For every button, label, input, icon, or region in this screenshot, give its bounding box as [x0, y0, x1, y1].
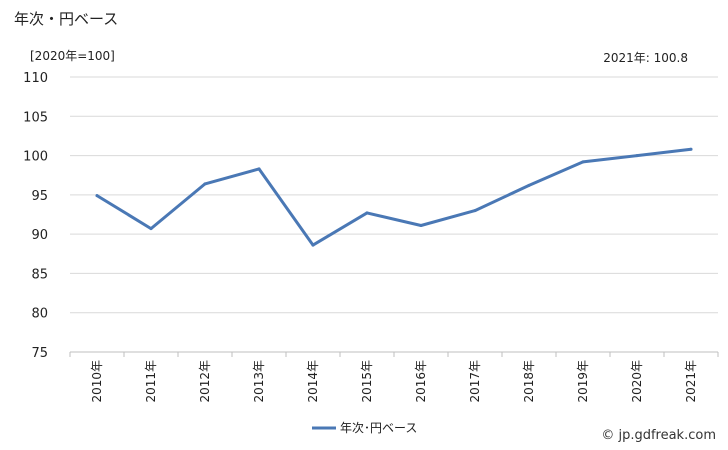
x-tick-label: 2013年 [252, 360, 266, 403]
x-tick-label: 2020年 [630, 360, 644, 403]
x-tick-label: 2019年 [576, 360, 590, 403]
legend-label: 年次･円ベース [340, 421, 417, 435]
y-tick-label: 75 [31, 346, 48, 361]
series-group [95, 147, 693, 247]
data-point [311, 243, 315, 247]
data-point [419, 224, 423, 227]
x-tick-label: 2016年 [414, 360, 428, 403]
x-tick-label: 2018年 [522, 360, 536, 403]
x-tick-label: 2012年 [198, 360, 212, 403]
y-tick-labels: 75 80 85 90 95 100 105 110 [23, 71, 48, 361]
data-point [149, 227, 153, 231]
x-tick-label: 2010年 [90, 360, 104, 403]
chart-title: 年次・円ベース [14, 10, 119, 28]
x-tick-label: 2015年 [360, 360, 374, 403]
data-point [95, 194, 99, 198]
y-tick-label: 105 [23, 110, 48, 125]
data-point [527, 183, 531, 187]
x-tick-label: 2021年 [684, 360, 698, 403]
data-point [689, 147, 693, 151]
series-line [95, 147, 693, 247]
unit-note: [2020年=100] [30, 49, 115, 63]
x-tick-label: 2017年 [468, 360, 482, 403]
x-tick-label: 2011年 [144, 360, 158, 403]
source-credit: © jp.gdfreak.com [601, 428, 716, 443]
y-tick-label: 90 [31, 228, 48, 243]
x-tick-labels: 2010年 2011年 2012年 2013年 2014年 2015年 2016年 2017年… [69, 352, 719, 403]
y-tick-label: 95 [31, 189, 48, 204]
y-tick-label: 110 [23, 71, 48, 86]
data-point [365, 211, 369, 215]
legend: 年次･円ベース [312, 421, 417, 435]
data-point [473, 209, 477, 213]
y-tick-label: 100 [23, 150, 48, 165]
data-point [203, 182, 207, 186]
x-tick-label: 2014年 [306, 360, 320, 403]
latest-value-note: 2021年: 100.8 [603, 51, 688, 65]
data-point [581, 160, 585, 164]
y-tick-label: 80 [31, 307, 48, 322]
data-point [635, 154, 639, 158]
y-tick-label: 85 [31, 267, 48, 282]
data-point [257, 167, 261, 171]
